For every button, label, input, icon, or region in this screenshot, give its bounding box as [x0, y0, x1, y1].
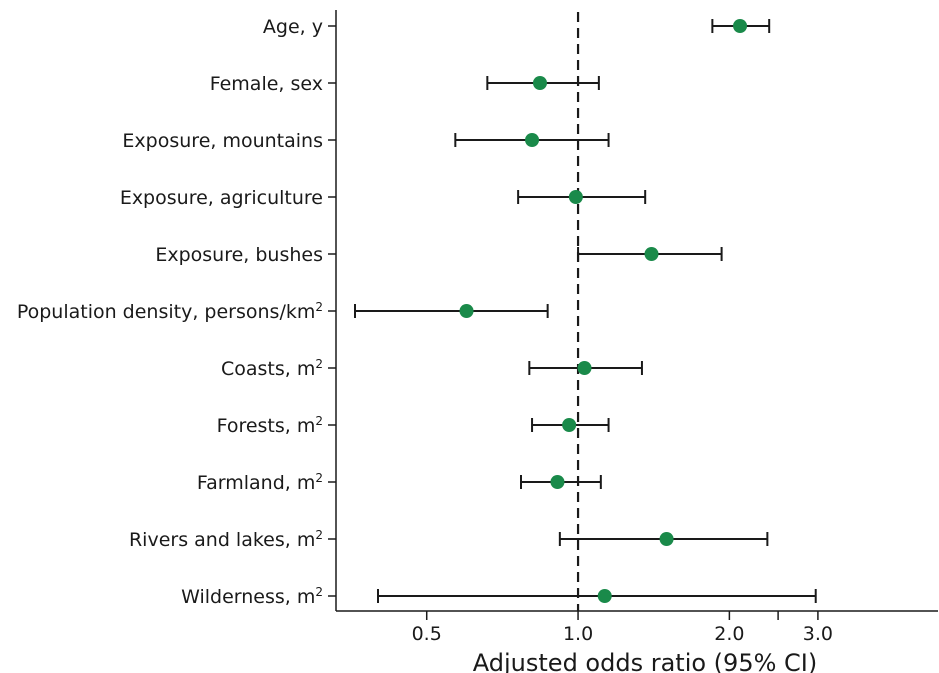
category-label: Exposure, mountains	[122, 130, 323, 152]
forest-row: Exposure, agriculture	[120, 187, 647, 209]
odds-ratio-point	[525, 133, 540, 147]
odds-ratio-point	[597, 589, 612, 603]
forest-row: Age, y	[263, 16, 771, 38]
x-tick-label: 0.5	[412, 623, 442, 645]
rows: Age, y Female, sex Exposure, mountains Expo…	[17, 16, 817, 608]
odds-ratio-point	[532, 76, 547, 90]
category-label: Wilderness, m2	[181, 585, 323, 608]
category-label: Age, y	[263, 16, 323, 38]
forest-row: Exposure, bushes	[155, 244, 723, 266]
forest-row: Female, sex	[210, 73, 600, 95]
forest-row: Forests, m2	[217, 414, 610, 437]
forest-row: Population density, persons/km2	[17, 300, 549, 323]
odds-ratio-point	[577, 361, 592, 375]
x-axis-title: Adjusted odds ratio (95% CI)	[473, 649, 817, 673]
category-label: Farmland, m2	[197, 471, 323, 494]
category-label: Forests, m2	[217, 414, 323, 437]
category-label: Population density, persons/km2	[17, 300, 323, 323]
odds-ratio-point	[644, 247, 659, 261]
odds-ratio-point	[568, 190, 583, 204]
odds-ratio-point	[659, 532, 674, 546]
forest-row: Exposure, mountains	[122, 130, 610, 152]
x-ticks: 0.5 1.0 2.0 3.0	[412, 611, 833, 645]
category-label: Female, sex	[210, 73, 323, 95]
odds-ratio-point	[550, 475, 565, 489]
forest-row: Rivers and lakes, m2	[129, 528, 769, 551]
forest-row: Coasts, m2	[221, 357, 643, 380]
forest-row: Farmland, m2	[197, 471, 602, 494]
x-tick-label: 1.0	[563, 623, 593, 645]
category-label: Exposure, agriculture	[120, 187, 323, 209]
category-label: Coasts, m2	[221, 357, 323, 380]
forest-row: Wilderness, m2	[181, 585, 817, 608]
odds-ratio-point	[733, 19, 748, 33]
category-label: Exposure, bushes	[155, 244, 323, 266]
x-tick-label: 3.0	[803, 623, 833, 645]
odds-ratio-point	[562, 418, 577, 432]
odds-ratio-point	[459, 304, 474, 318]
category-label: Rivers and lakes, m2	[129, 528, 323, 551]
x-tick-label: 2.0	[714, 623, 744, 645]
